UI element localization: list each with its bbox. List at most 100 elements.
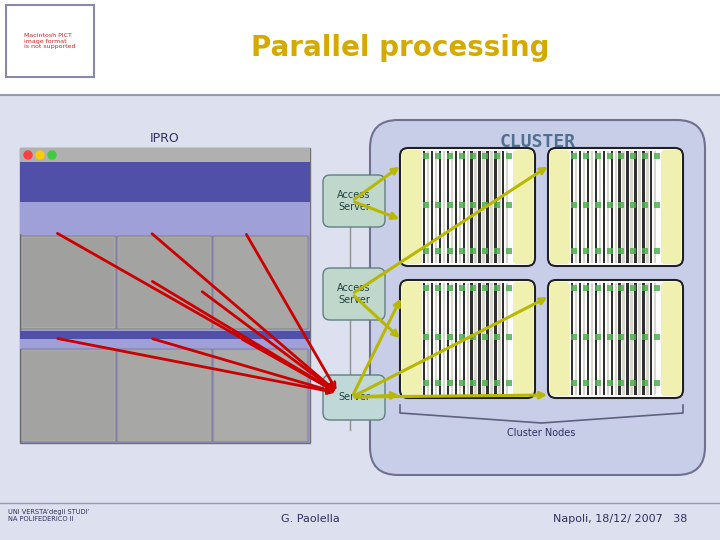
Bar [20, 148, 310, 443]
Bar [213, 349, 308, 442]
Bar [459, 380, 464, 386]
Bar [451, 283, 453, 395]
FancyBboxPatch shape [513, 150, 533, 264]
Bar [478, 151, 481, 263]
Bar [21, 349, 116, 442]
Bar [482, 151, 485, 263]
Bar [470, 334, 477, 340]
Bar [606, 285, 613, 291]
Bar [642, 285, 648, 291]
Bar [506, 153, 512, 159]
Bar [215, 238, 306, 327]
Bar [571, 151, 573, 263]
Circle shape [24, 151, 32, 159]
Bar [611, 151, 613, 263]
Bar [498, 151, 500, 263]
Bar [642, 153, 648, 159]
Circle shape [48, 151, 56, 159]
Bar [482, 334, 488, 340]
Bar [23, 351, 114, 440]
FancyBboxPatch shape [400, 280, 535, 398]
Bar [459, 285, 464, 291]
Text: Macintosh PICT
image format
is not supported: Macintosh PICT image format is not suppo… [24, 33, 76, 49]
Bar [435, 334, 441, 340]
Bar [490, 151, 492, 263]
FancyBboxPatch shape [323, 268, 385, 320]
Bar [443, 283, 445, 395]
Bar [470, 248, 477, 254]
Bar [446, 151, 449, 263]
Bar [638, 283, 641, 395]
Text: Server: Server [338, 393, 370, 402]
Bar [595, 285, 600, 291]
FancyBboxPatch shape [513, 282, 533, 396]
FancyBboxPatch shape [370, 120, 705, 475]
Bar [618, 283, 621, 395]
Bar [642, 334, 648, 340]
Bar [642, 283, 644, 395]
Bar [459, 151, 461, 263]
Bar [470, 285, 477, 291]
Bar [490, 283, 492, 395]
Bar [423, 202, 429, 208]
Bar [591, 283, 593, 395]
Bar [423, 380, 429, 386]
Bar [579, 151, 581, 263]
Bar [486, 283, 489, 395]
Bar [446, 380, 453, 386]
Bar [630, 248, 636, 254]
Bar [20, 331, 310, 339]
Bar [630, 285, 636, 291]
Bar [446, 285, 453, 291]
Bar [459, 153, 464, 159]
Bar [654, 283, 657, 395]
Bar [571, 380, 577, 386]
Bar [506, 285, 512, 291]
Bar [431, 283, 433, 395]
Bar [630, 283, 633, 395]
Bar [0, 503, 720, 540]
Bar [467, 283, 469, 395]
Bar [571, 202, 577, 208]
FancyBboxPatch shape [550, 282, 570, 396]
Bar [423, 334, 429, 340]
Bar [470, 380, 477, 386]
Bar [423, 248, 429, 254]
FancyBboxPatch shape [323, 375, 385, 420]
Bar [591, 151, 593, 263]
Bar [494, 285, 500, 291]
Bar [446, 202, 453, 208]
Bar [622, 283, 625, 395]
Bar [459, 334, 464, 340]
Bar [642, 380, 648, 386]
Bar [583, 153, 589, 159]
Bar [595, 380, 600, 386]
Bar [435, 151, 437, 263]
Bar [494, 283, 497, 395]
FancyBboxPatch shape [548, 148, 683, 266]
Bar [630, 380, 636, 386]
Bar [583, 285, 589, 291]
Bar [595, 202, 600, 208]
Bar [506, 248, 512, 254]
Bar [654, 285, 660, 291]
Bar [583, 334, 589, 340]
Bar [654, 153, 660, 159]
FancyBboxPatch shape [323, 175, 385, 227]
Bar [603, 151, 605, 263]
Bar [606, 153, 613, 159]
Bar [20, 162, 310, 202]
Bar [618, 334, 624, 340]
Bar [606, 283, 609, 395]
Bar [423, 285, 429, 291]
Bar [482, 285, 488, 291]
Bar [213, 236, 308, 329]
Bar [654, 151, 657, 263]
Text: CLUSTER: CLUSTER [500, 133, 575, 151]
Bar [502, 283, 505, 395]
Bar [482, 380, 488, 386]
Bar [630, 151, 633, 263]
Bar [446, 248, 453, 254]
Bar [606, 334, 613, 340]
Bar [606, 202, 613, 208]
